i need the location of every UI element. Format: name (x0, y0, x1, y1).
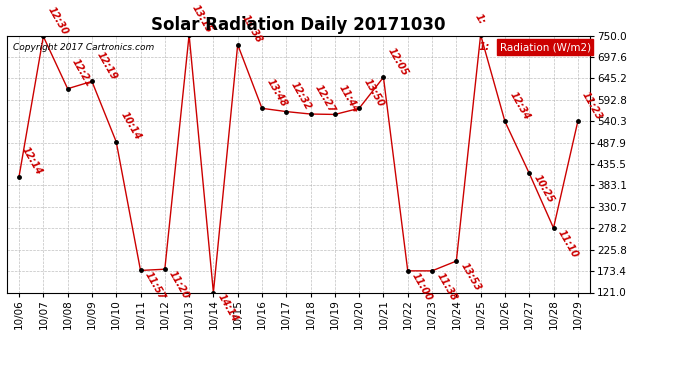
Text: 11:57: 11:57 (143, 270, 167, 302)
Text: 12:05: 12:05 (386, 46, 410, 78)
Text: 12:30: 12:30 (46, 5, 70, 37)
Text: 12:32: 12:32 (288, 80, 313, 112)
Title: Solar Radiation Daily 20171030: Solar Radiation Daily 20171030 (151, 16, 446, 34)
Text: 12:27: 12:27 (313, 82, 337, 114)
Text: Copyright 2017 Cartronics.com: Copyright 2017 Cartronics.com (12, 44, 154, 52)
Text: 12:21: 12:21 (70, 57, 94, 89)
Text: 11:23: 11:23 (580, 90, 604, 122)
Text: 1:: 1: (478, 42, 490, 52)
Text: 11:10: 11:10 (556, 228, 580, 260)
Text: 10:14: 10:14 (119, 110, 143, 142)
Text: 11:00: 11:00 (410, 270, 434, 302)
Text: 10:25: 10:25 (531, 173, 555, 205)
Text: Radiation (W/m2): Radiation (W/m2) (500, 42, 591, 52)
Text: 11:20: 11:20 (167, 269, 191, 301)
Text: 13:50: 13:50 (362, 77, 386, 109)
Text: 13:38: 13:38 (240, 13, 264, 45)
Text: 12:19: 12:19 (95, 50, 119, 82)
Text: 13:53: 13:53 (459, 261, 483, 292)
Text: 12:14: 12:14 (20, 145, 44, 177)
Text: 13:48: 13:48 (264, 77, 288, 109)
Text: 12:34: 12:34 (507, 90, 531, 122)
Text: 13:15: 13:15 (190, 3, 215, 35)
Text: 11:44: 11:44 (337, 83, 362, 115)
Text: 11:38: 11:38 (435, 270, 459, 302)
Text: 14:14: 14:14 (216, 292, 240, 324)
Text: 1:: 1: (473, 12, 487, 26)
